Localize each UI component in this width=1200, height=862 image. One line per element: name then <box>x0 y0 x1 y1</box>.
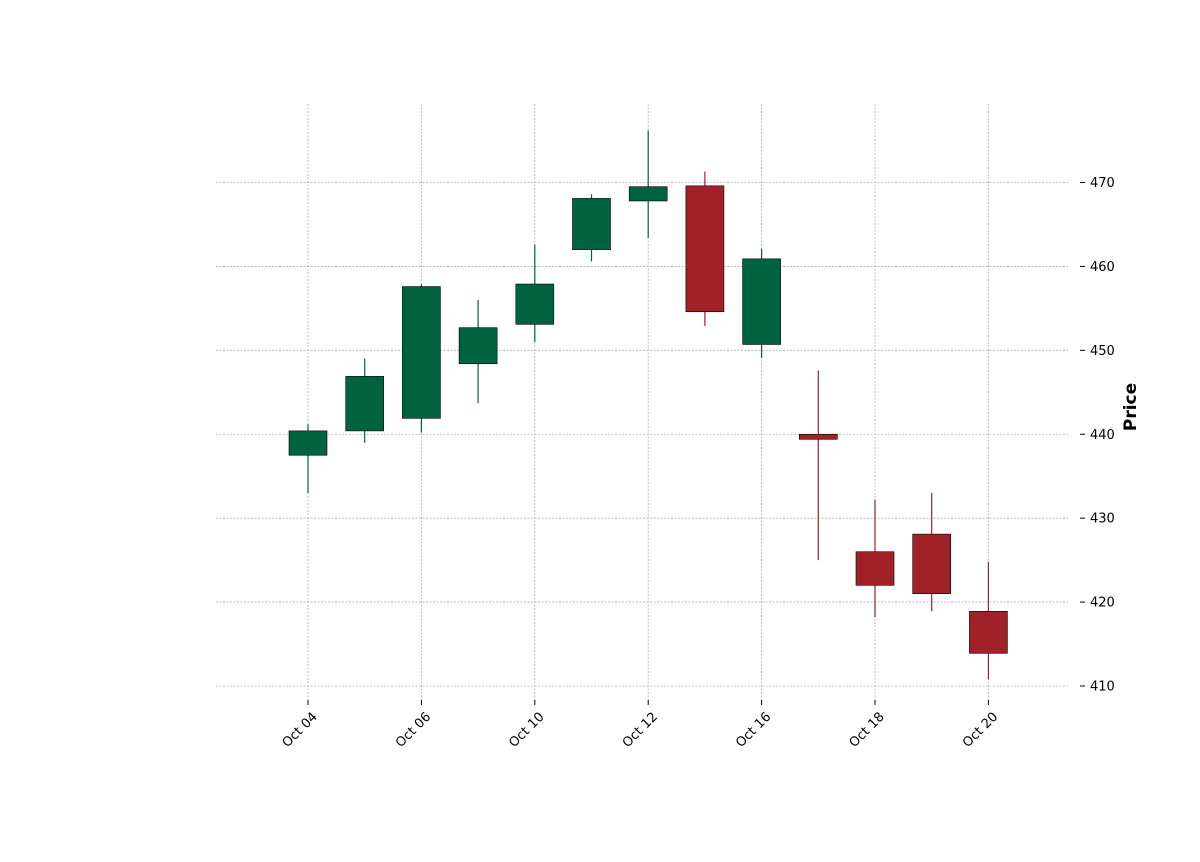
x-tick-label: Oct 20 <box>960 710 1001 751</box>
y-tick-label: 470 <box>1090 176 1115 191</box>
candle-body <box>969 611 1008 654</box>
candle-up <box>345 358 385 443</box>
x-tick-label: Oct 16 <box>733 710 774 751</box>
candle-down <box>912 492 952 612</box>
x-tick-label: Oct 06 <box>393 710 434 751</box>
candle-up <box>572 194 611 262</box>
y-tick-label: 430 <box>1090 512 1115 527</box>
candle-body <box>685 185 725 313</box>
y-axis-title: Price <box>1121 383 1141 431</box>
candles <box>288 130 1008 680</box>
candle-body <box>798 433 838 440</box>
candle-down <box>685 171 725 326</box>
candle-body <box>742 258 781 345</box>
y-tick-label: 440 <box>1090 428 1115 443</box>
y-tick-label: 420 <box>1090 596 1115 611</box>
candle-up <box>288 424 328 493</box>
candle-up <box>628 130 668 238</box>
candle-down <box>969 561 1008 680</box>
candle-up <box>402 284 441 433</box>
candle-body <box>288 430 328 456</box>
y-tick-label: 410 <box>1090 680 1115 695</box>
candle-down <box>798 370 838 561</box>
candle-body <box>628 186 668 202</box>
candle-body <box>515 283 555 325</box>
candle-up <box>515 244 555 342</box>
y-tick-label: 460 <box>1090 260 1115 275</box>
candle-body <box>912 533 952 594</box>
x-tick-label: Oct 04 <box>280 710 321 751</box>
candle-body <box>855 551 895 586</box>
x-axis: Oct 04 Oct 06 Oct 10 Oct 12 Oct 16 Oct 18 Oct … <box>280 700 1001 751</box>
x-tick-label: Oct 18 <box>847 710 888 751</box>
candle-down <box>855 499 895 618</box>
candle-up <box>458 299 498 404</box>
y-tick-label: 450 <box>1090 344 1115 359</box>
x-tick-label: Oct 12 <box>620 710 661 751</box>
candle-body <box>458 327 498 365</box>
candle-body <box>402 286 441 419</box>
candle-body <box>572 198 611 250</box>
y-axis: 410 420 430 440 450 460 470 <box>1080 176 1115 695</box>
x-tick-label: Oct 10 <box>506 710 547 751</box>
candle-up <box>742 248 781 358</box>
candle-body <box>345 376 385 432</box>
